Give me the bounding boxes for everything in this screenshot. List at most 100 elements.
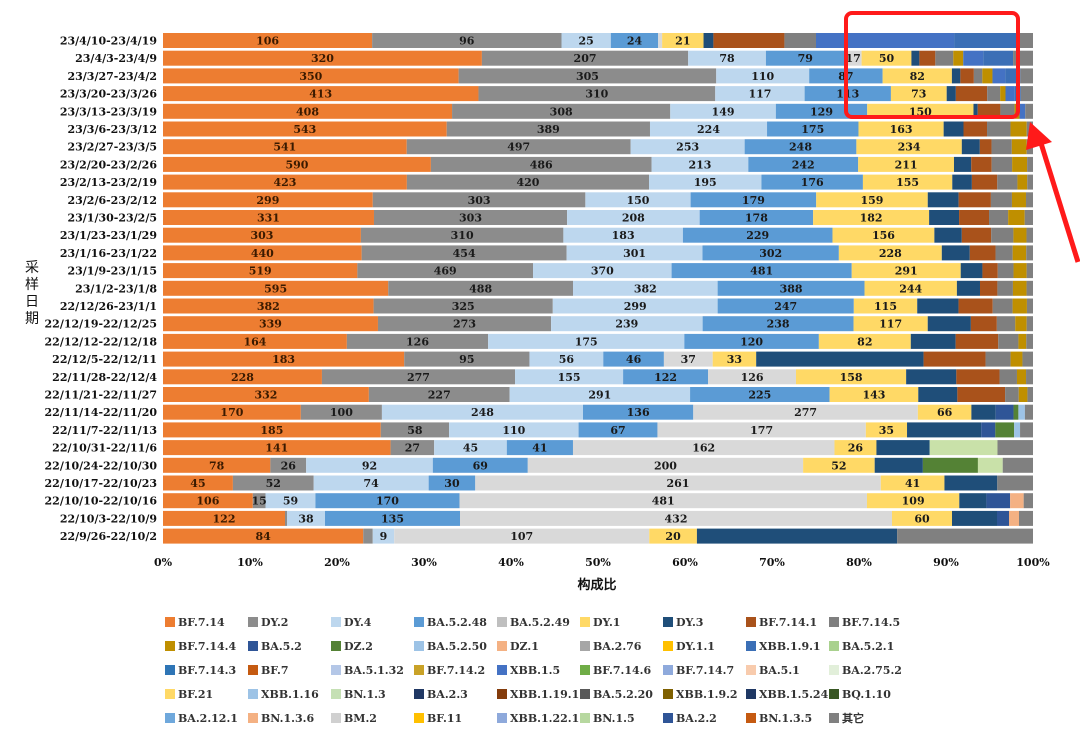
data-label: 182 [860, 212, 883, 225]
data-label: 155 [896, 176, 919, 189]
bar-segment [987, 121, 1011, 137]
bar-segment [815, 33, 955, 48]
bar-segment [767, 121, 859, 137]
data-label: 117 [879, 318, 902, 331]
data-label: 110 [751, 70, 774, 83]
x-tick-label: 40% [498, 556, 524, 569]
bar-segment [1020, 422, 1033, 438]
x-tick-label: 90% [933, 556, 959, 569]
bar-segment [270, 457, 307, 473]
data-label: 303 [468, 194, 491, 207]
bar-segment [163, 422, 381, 438]
data-label: 82 [910, 70, 925, 83]
bar-segment [716, 68, 810, 84]
bar-segment [1022, 351, 1033, 367]
bars-layer [163, 33, 1033, 544]
category-label: 22/11/14-22/11/20 [45, 406, 158, 419]
data-label: 541 [273, 141, 296, 154]
legend-swatch [580, 713, 590, 723]
bar-segment [892, 510, 952, 526]
bar-segment [880, 475, 945, 491]
bar-segment [693, 404, 918, 420]
data-label: 9 [380, 530, 388, 543]
legend-swatch [746, 713, 756, 723]
bar-segment [460, 510, 892, 526]
bar-segment [381, 404, 583, 420]
data-label: 100 [330, 406, 353, 419]
bar-segment [1013, 263, 1027, 279]
bar-segment [996, 316, 1016, 332]
bar-segment [765, 50, 845, 66]
bar-segment [561, 33, 611, 48]
category-label: 22/12/19-22/12/25 [45, 318, 157, 331]
legend-entry: BN.1.3 [344, 688, 386, 701]
bar-segment [630, 139, 745, 155]
legend-entry: BA.2.75.2 [842, 664, 902, 677]
data-label: 481 [750, 265, 773, 278]
legend-entry: XBB.1.22.1 [510, 712, 579, 725]
data-label: 185 [260, 424, 283, 437]
bar-segment [163, 475, 233, 491]
data-label: 25 [579, 35, 594, 48]
data-label: 227 [428, 389, 451, 402]
bar-segment [373, 298, 553, 314]
legend-swatch [497, 641, 507, 651]
data-label: 229 [746, 229, 769, 242]
bar-segment [982, 68, 993, 84]
legend-swatch [580, 617, 590, 627]
legend-entry: BA.5.2.48 [427, 616, 487, 629]
legend-entry: DY.2 [261, 616, 288, 629]
legend-swatch [746, 689, 756, 699]
data-label: 21 [675, 35, 690, 48]
legend-entry: BM.2 [344, 712, 377, 725]
bar-segment [712, 351, 757, 367]
bar-segment [163, 387, 369, 402]
bar-segment [506, 440, 573, 456]
bar-segment [551, 316, 703, 332]
bar-segment [649, 174, 762, 190]
bar-segment [992, 68, 1006, 84]
bar-segment [960, 68, 974, 84]
legend-entry: BF.7.14.7 [676, 664, 734, 677]
legend-swatch [580, 665, 590, 675]
legend-entry: 其它 [842, 711, 864, 725]
data-label: 26 [848, 442, 864, 455]
legend-swatch [414, 617, 424, 627]
category-label: 23/4/3-23/4/9 [75, 52, 157, 65]
bar-segment [428, 475, 476, 491]
data-label: 50 [879, 52, 895, 65]
bar-segment [929, 210, 960, 225]
legend-swatch [414, 713, 424, 723]
legend-entry: BA.2.12.1 [178, 712, 238, 725]
legend-swatch [248, 617, 258, 627]
legend-swatch [248, 689, 258, 699]
data-label: 30 [444, 477, 460, 490]
category-label: 23/1/9-23/1/15 [67, 265, 157, 278]
bar-segment [935, 50, 954, 66]
legend-swatch [580, 641, 590, 651]
bar-segment [919, 50, 936, 66]
data-label: 291 [895, 265, 918, 278]
y-axis-label-char: 采 [25, 260, 39, 276]
data-label: 248 [471, 406, 494, 419]
bar-segment [944, 475, 998, 491]
bar-segment [649, 121, 768, 137]
bar-segment [717, 298, 854, 314]
bar-segment [1012, 156, 1028, 172]
bar-segment [651, 156, 749, 172]
legend-entry: DY.1 [593, 616, 620, 629]
legend-swatch [414, 689, 424, 699]
legend-swatch [165, 665, 175, 675]
bar-segment [1005, 387, 1019, 402]
bar-segment [995, 404, 1014, 420]
data-label: 69 [473, 459, 488, 472]
data-label: 543 [293, 123, 316, 136]
legend-swatch [497, 713, 507, 723]
bar-segment [509, 387, 691, 402]
legend-swatch [746, 617, 756, 627]
data-label: 320 [311, 52, 334, 65]
data-label: 175 [801, 123, 824, 136]
bar-segment [306, 457, 433, 473]
legend-swatch [497, 617, 507, 627]
bar-segment [991, 139, 1012, 155]
